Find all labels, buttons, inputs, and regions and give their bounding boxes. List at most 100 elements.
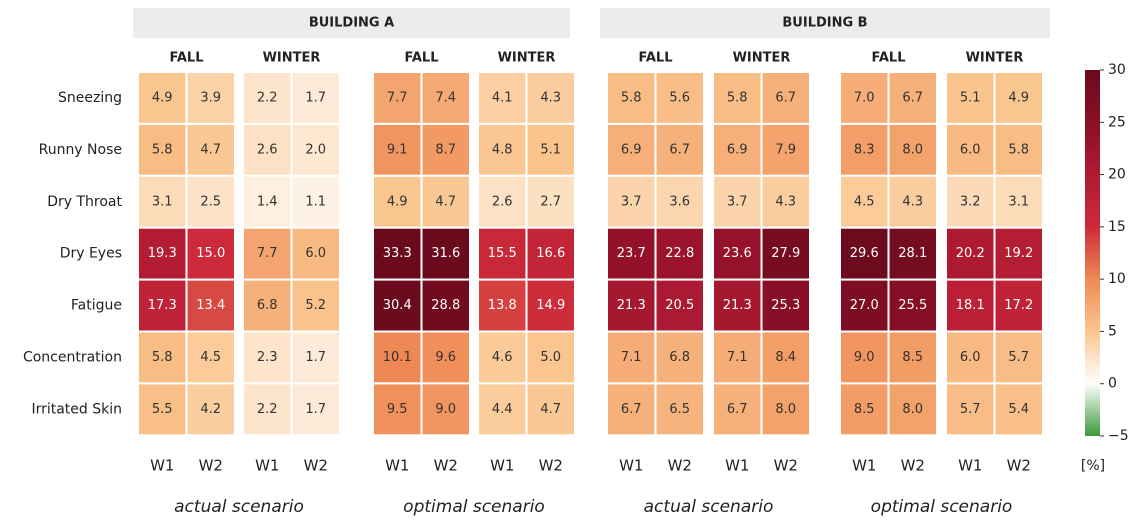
cell-value: 7.0 [854,90,875,105]
cell-value: 30.4 [383,298,412,313]
column-label: W2 [199,457,223,475]
cell-value: 1.4 [257,194,278,209]
cell-value: 5.0 [540,350,561,365]
cell-value: 6.9 [727,142,748,157]
cell-value: 4.6 [492,350,513,365]
heatmap-cell [839,382,890,437]
heatmap-cell [654,330,705,385]
heatmap-cell [372,330,423,385]
row-label: Irritated Skin [31,401,122,417]
scenario-label: optimal scenario [403,497,545,517]
cell-value: 6.8 [257,298,278,313]
cell-value: 4.4 [492,402,513,417]
row-label: Sneezing [58,90,122,106]
cell-value: 2.6 [257,142,278,157]
colorbar-label: [%] [1081,458,1105,474]
building-header-box [600,8,1050,38]
cell-value: 6.0 [960,142,981,157]
colorbar [1085,70,1100,436]
colorbar-tick-label: 0 [1108,376,1117,392]
heatmap-cell [290,71,341,125]
heatmap-cell [993,174,1044,229]
cell-value: 5.8 [152,142,173,157]
cell-value: 9.6 [435,350,456,365]
cell-value: 5.2 [305,298,326,313]
season-label: WINTER [733,51,791,66]
heatmap-cell [945,278,996,333]
cell-value: 29.6 [850,246,879,261]
cell-value: 3.1 [1008,194,1029,209]
cell-value: 4.9 [387,194,408,209]
heatmap-cell [290,122,341,177]
cell-value: 7.7 [387,90,408,105]
cell-value: 22.8 [665,246,694,261]
column-label: W1 [385,457,409,475]
cell-value: 19.2 [1004,246,1033,261]
heatmap-cell [242,122,293,177]
cell-value: 5.8 [727,90,748,105]
cell-value: 19.3 [148,246,177,261]
heatmap-cell [185,71,236,125]
cell-value: 1.1 [305,194,326,209]
cell-value: 2.3 [257,350,278,365]
heatmap-cell [712,278,763,333]
heatmap-cell [290,330,341,385]
cell-value: 2.2 [257,402,278,417]
heatmap-cell [477,71,528,125]
heatmap-cell [185,226,236,281]
heatmap-cell [887,174,938,229]
colorbar-tick-label: 5 [1108,323,1117,339]
heatmap-cell [887,330,938,385]
heatmap-cell [993,226,1044,281]
cell-value: 4.1 [492,90,513,105]
heatmap-cell [185,278,236,333]
cell-value: 6.7 [727,402,748,417]
cell-value: 28.8 [431,298,460,313]
cell-value: 4.5 [854,194,875,209]
heatmap-cell [420,174,471,229]
cell-value: 13.4 [196,298,225,313]
cell-value: 3.6 [669,194,690,209]
column-label: W1 [619,457,643,475]
heatmap-cell [887,122,938,177]
cell-value: 5.4 [1008,402,1029,417]
cell-value: 3.2 [960,194,981,209]
cell-value: 31.6 [431,246,460,261]
cell-value: 3.7 [621,194,642,209]
column-label: W1 [255,457,279,475]
heatmap-cell [606,174,657,229]
column-label: W2 [668,457,692,475]
cell-value: 2.2 [257,90,278,105]
heatmap-cell [606,226,657,281]
column-label: W1 [725,457,749,475]
heatmap-cell [654,174,705,229]
heatmap-cell [420,330,471,385]
cell-value: 5.8 [1008,142,1029,157]
cell-value: 8.0 [775,402,796,417]
heatmap-cell [420,71,471,125]
heatmap-cell [760,122,811,177]
cell-value: 6.7 [621,402,642,417]
cell-value: 1.7 [305,402,326,417]
cell-value: 17.2 [1004,298,1033,313]
cell-value: 33.3 [383,246,412,261]
cell-value: 8.5 [902,350,923,365]
season-label: FALL [638,51,672,66]
heatmap-cell [839,278,890,333]
heatmap-cell [242,278,293,333]
heatmap-cell [477,226,528,281]
cell-value: 5.5 [152,402,173,417]
cell-value: 5.1 [540,142,561,157]
cell-value: 5.8 [621,90,642,105]
heatmap-cell [242,174,293,229]
cell-value: 4.7 [435,194,456,209]
season-label: WINTER [263,51,321,66]
heatmap-cell [654,71,705,125]
scenario-label: optimal scenario [871,497,1013,517]
cell-value: 28.1 [898,246,927,261]
cell-value: 2.7 [540,194,561,209]
cell-value: 4.8 [492,142,513,157]
cell-value: 4.5 [200,350,221,365]
cell-value: 27.9 [771,246,800,261]
heatmap-cell [242,330,293,385]
